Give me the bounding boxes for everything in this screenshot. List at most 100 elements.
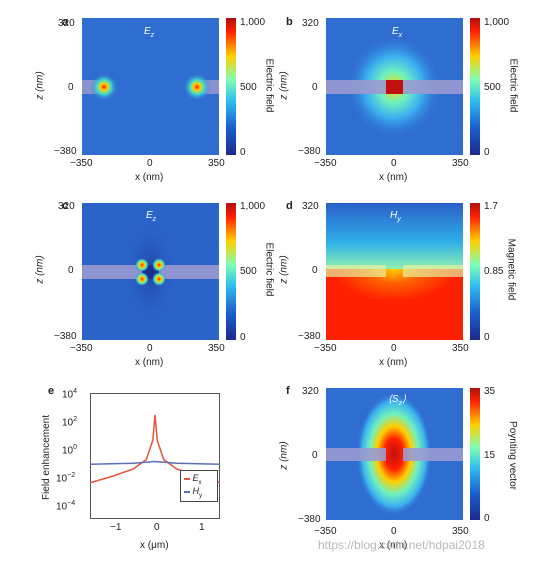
c-xmin: −350: [70, 343, 93, 354]
gap-hotspot: [386, 80, 403, 94]
panel-d-field-map: [326, 203, 463, 340]
d-ylabel: z (nm): [278, 255, 290, 284]
panel-d-title: Hy: [390, 210, 401, 223]
a-xmid: 0: [147, 158, 153, 169]
a-xlabel: x (nm): [135, 172, 164, 183]
d-cbar-tick-top: 1.7: [484, 201, 498, 212]
b-ylabel: z (nm): [278, 71, 290, 100]
a-cbar-tick-mid: 500: [240, 82, 257, 93]
c-cbar-tick-mid: 500: [240, 266, 257, 277]
d-xmin: −350: [314, 343, 337, 354]
panel-e-letter: e: [48, 385, 55, 397]
panel-f-title: ⟨Sz⟩: [388, 394, 406, 407]
c-xlabel: x (nm): [135, 357, 164, 368]
d-xmax: 350: [452, 343, 469, 354]
f-xlabel: x (nm): [379, 540, 408, 551]
d-cbar-label: Magnetic field: [505, 238, 517, 301]
e-legend: Ex Hy: [180, 470, 218, 502]
e-ytick-0: 104: [62, 388, 78, 401]
hotspot-left: [90, 73, 118, 101]
panel-b-letter: b: [286, 16, 293, 28]
hotspot-right: [183, 73, 211, 101]
c-zmin: −380: [54, 331, 77, 342]
d-cbar-tick-mid: 0.85: [484, 266, 504, 277]
a-cbar-label: Electric field: [263, 58, 275, 113]
a-colorbar: [226, 18, 236, 155]
panel-a-field-map: [82, 18, 219, 155]
b-cbar-tick-top: 1,000: [484, 17, 510, 28]
e-ylabel: Field enhancement: [41, 414, 53, 501]
d-zmax: 320: [302, 201, 319, 212]
c-zmid: 0: [68, 265, 74, 276]
b-zmin: −380: [298, 146, 321, 157]
panel-d-letter: d: [286, 200, 293, 212]
panel-a-title: Ez: [144, 26, 155, 39]
e-series-line-hy: [90, 460, 220, 465]
c-zmax: 320: [58, 201, 75, 212]
watermark-text: https://blog.csdn.net/hdpai2018: [318, 538, 485, 552]
b-colorbar: [470, 18, 480, 155]
e-legend-item-ex: Ex: [184, 473, 202, 486]
e-axes-frame: [90, 393, 220, 519]
c-xmid: 0: [147, 343, 153, 354]
panel-b-field-map: [326, 18, 463, 155]
a-xmin: −350: [70, 158, 93, 169]
d-colorbar: [470, 203, 480, 340]
panel-f-letter: f: [286, 385, 290, 397]
e-ytick-4: 10−4: [56, 500, 76, 513]
panel-c-title: Ez: [146, 210, 157, 223]
c-cbar-tick-top: 1,000: [240, 201, 266, 212]
d-zmid: 0: [312, 265, 318, 276]
panel-f-field-map: [326, 388, 463, 520]
f-cbar-tick-mid: 15: [484, 450, 496, 461]
a-zmid: 0: [68, 82, 74, 93]
b-zmid: 0: [312, 82, 318, 93]
d-xmid: 0: [391, 343, 397, 354]
d-zmin: −380: [298, 331, 321, 342]
a-zmax: 320: [58, 18, 75, 29]
e-xtick-1: 0: [154, 522, 160, 533]
b-cbar-label: Electric field: [507, 58, 519, 113]
e-xlabel: x (μm): [140, 540, 169, 551]
f-cbar-tick-bot: 0: [484, 513, 490, 524]
a-zmin: −380: [54, 146, 77, 157]
b-xmid: 0: [391, 158, 397, 169]
b-xmax: 350: [452, 158, 469, 169]
f-zmax: 320: [302, 386, 319, 397]
f-cbar-tick-top: 35: [484, 386, 496, 397]
c-cbar-tick-bot: 0: [240, 332, 246, 343]
e-xtick-2: 1: [199, 522, 205, 533]
panel-a-letter: a: [62, 16, 69, 28]
f-zmin: −380: [298, 514, 321, 525]
b-zmax: 320: [302, 18, 319, 29]
c-xmax: 350: [208, 343, 225, 354]
e-ytick-2: 100: [62, 444, 78, 457]
b-cbar-tick-mid: 500: [484, 82, 501, 93]
e-xtick-0: −1: [110, 522, 122, 533]
c-ylabel: z (nm): [34, 255, 46, 284]
panel-c-letter: c: [62, 200, 69, 212]
f-cbar-label: Poynting vector: [506, 421, 518, 490]
f-colorbar: [470, 388, 480, 520]
panel-b-title: Ex: [392, 26, 403, 39]
b-xmin: −350: [314, 158, 337, 169]
f-xmid: 0: [391, 526, 397, 537]
e-legend-item-hy: Hy: [184, 486, 202, 499]
e-ytick-3: 10−2: [56, 472, 76, 485]
f-ylabel: z (nm): [278, 441, 290, 470]
b-xlabel: x (nm): [379, 172, 408, 183]
d-xlabel: x (nm): [379, 357, 408, 368]
b-cbar-tick-bot: 0: [484, 147, 490, 158]
a-cbar-tick-bot: 0: [240, 147, 246, 158]
f-xmin: −350: [314, 526, 337, 537]
c-cbar-label: Electric field: [263, 242, 275, 297]
a-ylabel: z (nm): [34, 71, 46, 100]
panel-c-field-map: [82, 203, 219, 340]
f-xmax: 350: [452, 526, 469, 537]
f-zmid: 0: [312, 450, 318, 461]
a-cbar-tick-top: 1,000: [240, 17, 266, 28]
e-ytick-1: 102: [62, 416, 78, 429]
c-colorbar: [226, 203, 236, 340]
a-xmax: 350: [208, 158, 225, 169]
d-cbar-tick-bot: 0: [484, 332, 490, 343]
